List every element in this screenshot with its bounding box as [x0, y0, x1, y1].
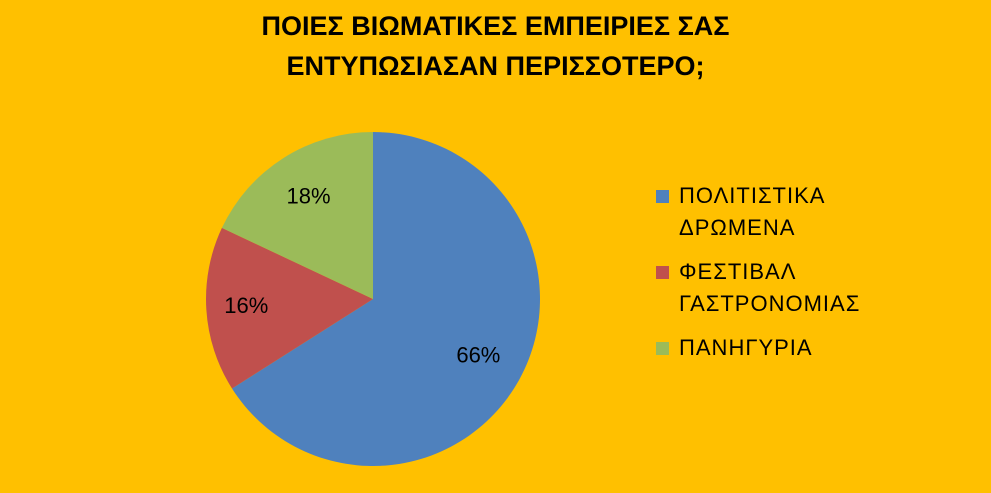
legend-label: ΦΕΣΤΙΒΑΛ ΓΑΣΤΡΟΝΟΜΙΑΣ	[679, 259, 861, 316]
chart-title-line-2: ΕΝΤΥΠΩΣΙΑΣΑΝ ΠΕΡΙΣΣΟΤΕΡΟ;	[286, 51, 705, 81]
legend-item-festival: ΦΕΣΤΙΒΑΛ ΓΑΣΤΡΟΝΟΜΙΑΣ	[656, 256, 879, 320]
chart-title-line-1: ΠΟΙΕΣ ΒΙΩΜΑΤΙΚΕΣ ΕΜΠΕΙΡΙΕΣ ΣΑΣ	[261, 11, 730, 41]
legend: ΠΟΛΙΤΙΣΤΙΚΑ ΔΡΩΜΕΝΑ ΦΕΣΤΙΒΑΛ ΓΑΣΤΡΟΝΟΜΙΑ…	[656, 180, 879, 376]
pie-slice	[231, 132, 540, 466]
legend-swatch	[656, 342, 669, 355]
slice-value-label: 66%	[456, 343, 500, 368]
legend-label: ΠΑΝΗΓΥΡΙΑ	[679, 335, 813, 360]
slice-value-label: 16%	[224, 293, 268, 318]
legend-swatch	[656, 190, 669, 203]
pie-slice	[206, 227, 373, 389]
slice-value-label: 18%	[287, 183, 331, 208]
legend-label: ΠΟΛΙΤΙΣΤΙΚΑ ΔΡΩΜΕΝΑ	[679, 183, 825, 240]
chart-title: ΠΟΙΕΣ ΒΙΩΜΑΤΙΚΕΣ ΕΜΠΕΙΡΙΕΣ ΣΑΣ ΕΝΤΥΠΩΣΙΑ…	[0, 6, 991, 86]
legend-item-panigyria: ΠΑΝΗΓΥΡΙΑ	[656, 332, 879, 364]
pie-slice	[221, 132, 373, 299]
legend-swatch	[656, 266, 669, 279]
legend-item-politistika: ΠΟΛΙΤΙΣΤΙΚΑ ΔΡΩΜΕΝΑ	[656, 180, 879, 244]
